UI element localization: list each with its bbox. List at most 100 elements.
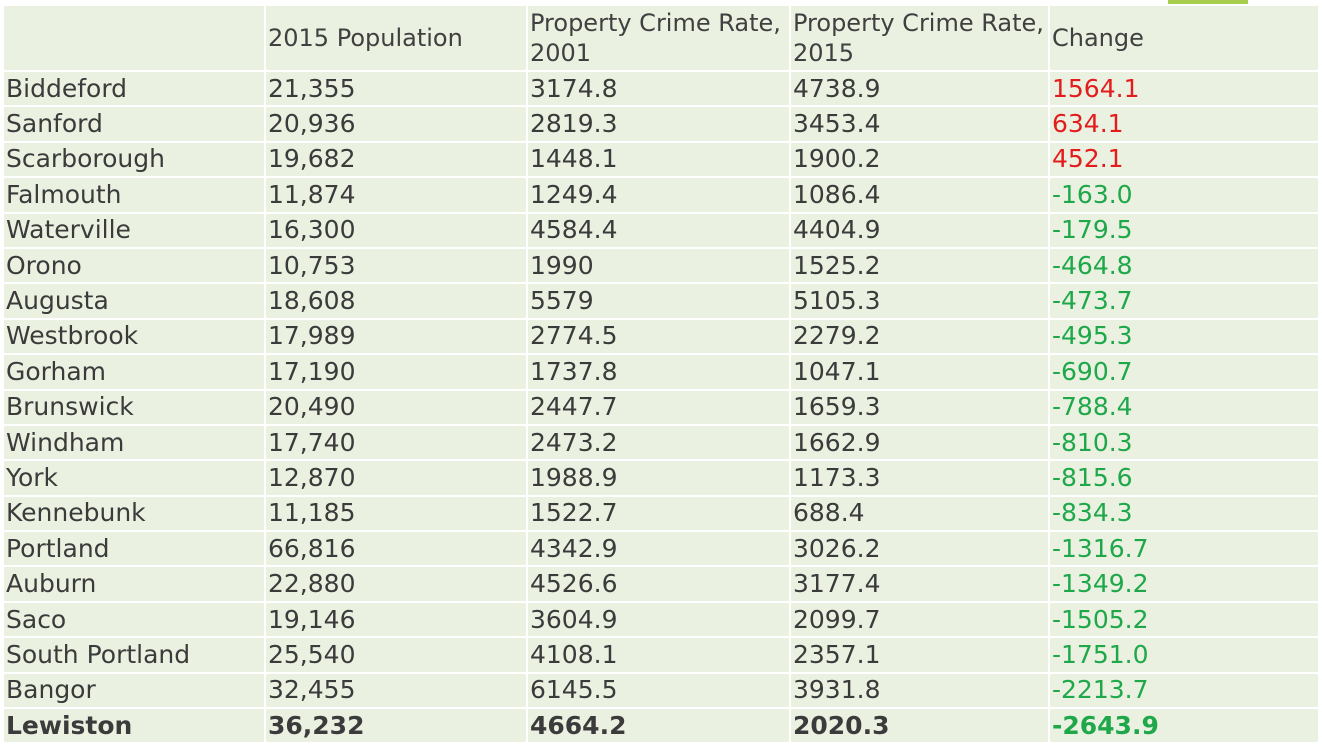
table-row: Kennebunk 11,185 1522.7 688.4 -834.3 xyxy=(4,496,1318,531)
city-cell: York xyxy=(4,461,264,495)
rate-2001-cell: 6145.5 xyxy=(528,673,789,708)
population-cell: 10,753 xyxy=(266,248,526,283)
city-cell: South Portland xyxy=(4,638,264,672)
city-cell: Kennebunk xyxy=(4,496,264,531)
change-cell: 634.1 xyxy=(1050,107,1318,141)
change-cell: -495.3 xyxy=(1050,319,1318,354)
header-rate-2001: Property Crime Rate, 2001 xyxy=(528,6,789,70)
table-row: Falmouth 11,874 1249.4 1086.4 -163.0 xyxy=(4,178,1318,212)
table-row: Gorham 17,190 1737.8 1047.1 -690.7 xyxy=(4,355,1318,389)
rate-2001-cell: 4526.6 xyxy=(528,567,789,601)
population-cell: 20,936 xyxy=(266,107,526,141)
population-cell: 66,816 xyxy=(266,532,526,566)
rate-2001-cell: 4664.2 xyxy=(528,709,789,743)
rate-2015-cell: 1659.3 xyxy=(791,390,1048,424)
table-row: Augusta 18,608 5579 5105.3 -473.7 xyxy=(4,284,1318,318)
rate-2015-cell: 2279.2 xyxy=(791,319,1048,354)
city-cell: Falmouth xyxy=(4,178,264,212)
population-cell: 20,490 xyxy=(266,390,526,424)
population-cell: 19,146 xyxy=(266,602,526,637)
rate-2001-cell: 1522.7 xyxy=(528,496,789,531)
table-body: Biddeford 21,355 3174.8 4738.9 1564.1 Sanford… xyxy=(4,72,1318,743)
city-cell: Gorham xyxy=(4,355,264,389)
header-row: 2015 Population Property Crime Rate, 200… xyxy=(4,6,1318,70)
table-row: Lewiston 36,232 4664.2 2020.3 -2643.9 xyxy=(4,709,1318,743)
city-cell: Windham xyxy=(4,425,264,460)
rate-2015-cell: 3931.8 xyxy=(791,673,1048,708)
table-row: Saco 19,146 3604.9 2099.7 -1505.2 xyxy=(4,602,1318,637)
rate-2001-cell: 1448.1 xyxy=(528,142,789,177)
city-cell: Orono xyxy=(4,248,264,283)
table-row: Scarborough 19,682 1448.1 1900.2 452.1 xyxy=(4,142,1318,177)
header-rate-2015: Property Crime Rate, 2015 xyxy=(791,6,1048,70)
rate-2015-cell: 2099.7 xyxy=(791,602,1048,637)
rate-2001-cell: 3604.9 xyxy=(528,602,789,637)
table-row: Auburn 22,880 4526.6 3177.4 -1349.2 xyxy=(4,567,1318,601)
rate-2015-cell: 1900.2 xyxy=(791,142,1048,177)
rate-2015-cell: 2357.1 xyxy=(791,638,1048,672)
rate-2001-cell: 2774.5 xyxy=(528,319,789,354)
change-cell: -1316.7 xyxy=(1050,532,1318,566)
rate-2001-cell: 1249.4 xyxy=(528,178,789,212)
table-row: Bangor 32,455 6145.5 3931.8 -2213.7 xyxy=(4,673,1318,708)
city-cell: Scarborough xyxy=(4,142,264,177)
rate-2001-cell: 3174.8 xyxy=(528,72,789,106)
change-cell: -834.3 xyxy=(1050,496,1318,531)
city-cell: Lewiston xyxy=(4,709,264,743)
rate-2015-cell: 3026.2 xyxy=(791,532,1048,566)
crime-rate-table: 2015 Population Property Crime Rate, 200… xyxy=(2,4,1320,744)
header-population: 2015 Population xyxy=(266,6,526,70)
change-cell: -179.5 xyxy=(1050,213,1318,247)
table-row: Westbrook 17,989 2774.5 2279.2 -495.3 xyxy=(4,319,1318,354)
rate-2015-cell: 2020.3 xyxy=(791,709,1048,743)
city-cell: Biddeford xyxy=(4,72,264,106)
change-cell: -1505.2 xyxy=(1050,602,1318,637)
change-cell: -690.7 xyxy=(1050,355,1318,389)
population-cell: 19,682 xyxy=(266,142,526,177)
table-row: Brunswick 20,490 2447.7 1659.3 -788.4 xyxy=(4,390,1318,424)
header-change: Change xyxy=(1050,6,1318,70)
population-cell: 17,989 xyxy=(266,319,526,354)
city-cell: Westbrook xyxy=(4,319,264,354)
rate-2001-cell: 1988.9 xyxy=(528,461,789,495)
city-cell: Bangor xyxy=(4,673,264,708)
change-cell: -810.3 xyxy=(1050,425,1318,460)
city-cell: Saco xyxy=(4,602,264,637)
population-cell: 18,608 xyxy=(266,284,526,318)
change-cell: -1751.0 xyxy=(1050,638,1318,672)
rate-2015-cell: 4738.9 xyxy=(791,72,1048,106)
population-cell: 11,185 xyxy=(266,496,526,531)
population-cell: 21,355 xyxy=(266,72,526,106)
city-cell: Auburn xyxy=(4,567,264,601)
city-cell: Sanford xyxy=(4,107,264,141)
rate-2001-cell: 5579 xyxy=(528,284,789,318)
city-cell: Augusta xyxy=(4,284,264,318)
rate-2001-cell: 4584.4 xyxy=(528,213,789,247)
population-cell: 16,300 xyxy=(266,213,526,247)
rate-2001-cell: 4108.1 xyxy=(528,638,789,672)
rate-2015-cell: 3453.4 xyxy=(791,107,1048,141)
change-cell: -2213.7 xyxy=(1050,673,1318,708)
rate-2001-cell: 2473.2 xyxy=(528,425,789,460)
table-row: Portland 66,816 4342.9 3026.2 -1316.7 xyxy=(4,532,1318,566)
rate-2001-cell: 2819.3 xyxy=(528,107,789,141)
city-cell: Brunswick xyxy=(4,390,264,424)
change-cell: 452.1 xyxy=(1050,142,1318,177)
rate-2001-cell: 4342.9 xyxy=(528,532,789,566)
population-cell: 25,540 xyxy=(266,638,526,672)
change-cell: -1349.2 xyxy=(1050,567,1318,601)
population-cell: 12,870 xyxy=(266,461,526,495)
table-row: South Portland 25,540 4108.1 2357.1 -1751.0 xyxy=(4,638,1318,672)
population-cell: 32,455 xyxy=(266,673,526,708)
change-cell: -464.8 xyxy=(1050,248,1318,283)
change-cell: -2643.9 xyxy=(1050,709,1318,743)
population-cell: 17,740 xyxy=(266,425,526,460)
change-cell: -163.0 xyxy=(1050,178,1318,212)
rate-2015-cell: 688.4 xyxy=(791,496,1048,531)
rate-2015-cell: 5105.3 xyxy=(791,284,1048,318)
header-city xyxy=(4,6,264,70)
rate-2015-cell: 3177.4 xyxy=(791,567,1048,601)
rate-2015-cell: 4404.9 xyxy=(791,213,1048,247)
change-cell: -473.7 xyxy=(1050,284,1318,318)
rate-2015-cell: 1173.3 xyxy=(791,461,1048,495)
